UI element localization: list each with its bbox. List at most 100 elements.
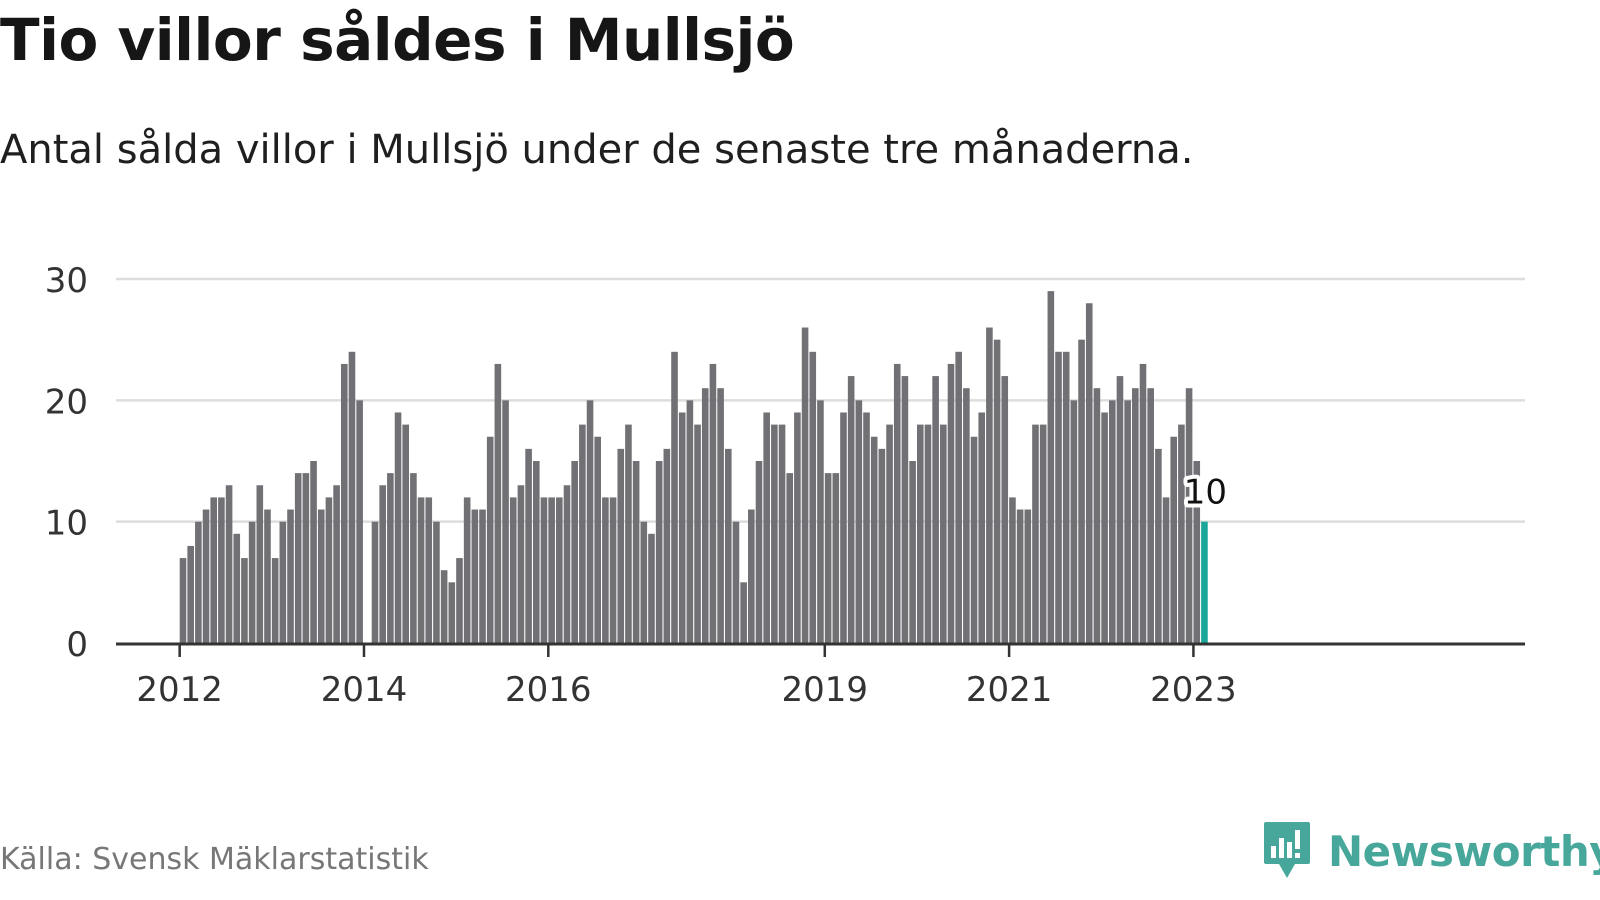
bar	[294, 473, 302, 643]
bar	[256, 485, 264, 643]
bar	[279, 521, 287, 643]
bar	[840, 412, 847, 643]
bar	[425, 497, 433, 643]
bar	[248, 521, 256, 643]
bar	[494, 363, 502, 643]
bar	[878, 448, 886, 643]
bar	[771, 424, 778, 643]
y-tick-label: 30	[45, 261, 88, 301]
bar	[940, 424, 947, 643]
bar	[387, 473, 394, 643]
brand-name: Newsworthy	[1328, 826, 1600, 876]
bar	[1016, 509, 1024, 643]
bar	[1055, 351, 1062, 643]
bar	[340, 363, 348, 643]
bar	[709, 363, 717, 643]
bar	[233, 533, 241, 643]
bar	[724, 448, 732, 643]
bar	[863, 412, 870, 643]
bar	[855, 400, 863, 643]
bar	[456, 558, 463, 643]
bar	[371, 521, 379, 643]
bar	[701, 388, 709, 643]
bar	[1047, 291, 1055, 643]
bar	[394, 412, 402, 643]
bar	[417, 497, 425, 643]
bar	[402, 424, 410, 643]
brand-logo[interactable]: Newsworthy	[1262, 820, 1600, 882]
bar	[1178, 424, 1185, 643]
bar	[310, 461, 317, 643]
chart-title: Tio villor såldes i Mullsjö	[0, 6, 795, 74]
bar	[502, 400, 509, 643]
bar	[824, 473, 832, 643]
bar	[187, 545, 194, 643]
bar	[1001, 376, 1009, 643]
bar	[540, 497, 548, 643]
bar	[218, 497, 225, 643]
bar	[1124, 400, 1131, 643]
bar	[463, 497, 471, 643]
bar	[763, 412, 770, 643]
bar	[947, 363, 955, 643]
bar	[832, 473, 840, 643]
bar	[1108, 400, 1116, 643]
bar	[571, 461, 578, 643]
bar	[1085, 303, 1093, 643]
bar	[609, 497, 617, 643]
bar	[471, 509, 479, 643]
bar	[748, 509, 755, 643]
bar	[640, 521, 648, 643]
bar	[548, 497, 555, 643]
x-tick-label: 2019	[782, 670, 869, 710]
bar	[786, 473, 794, 643]
bar	[809, 351, 817, 643]
bar	[379, 485, 386, 643]
bar	[602, 497, 609, 643]
bar	[1024, 509, 1032, 643]
bar	[847, 376, 855, 643]
bar	[801, 327, 809, 643]
bar	[625, 424, 632, 643]
bar	[993, 339, 1001, 643]
y-tick-label: 0	[66, 625, 88, 665]
x-tick-label: 2012	[136, 670, 223, 710]
x-tick-label: 2021	[966, 670, 1053, 710]
bar	[978, 412, 986, 643]
bar-highlight	[1201, 521, 1208, 643]
bar	[210, 497, 218, 643]
bar	[1116, 376, 1124, 643]
bar	[932, 376, 939, 643]
bar	[264, 509, 271, 643]
bar	[740, 582, 747, 643]
bar	[1139, 363, 1147, 643]
bar	[916, 424, 924, 643]
bar	[1032, 424, 1039, 643]
bar	[1170, 436, 1178, 643]
bar	[794, 412, 801, 643]
chart-subtitle: Antal sålda villor i Mullsjö under de se…	[0, 127, 1194, 173]
bar	[817, 400, 824, 643]
source-note: Källa: Svensk Mäklarstatistik	[0, 842, 429, 877]
bar	[1185, 388, 1193, 643]
bar	[356, 400, 363, 643]
bar	[448, 582, 456, 643]
bar	[1039, 424, 1047, 643]
bar	[517, 485, 525, 643]
y-tick-label: 10	[45, 504, 88, 544]
bar	[886, 424, 893, 643]
bar	[955, 351, 962, 643]
bar	[348, 351, 356, 643]
bar	[179, 558, 187, 643]
bar	[317, 509, 325, 643]
bar	[909, 461, 916, 643]
bar	[1155, 448, 1162, 643]
bar	[970, 436, 978, 643]
bar	[755, 461, 763, 643]
bar	[479, 509, 486, 643]
bar	[1009, 497, 1016, 643]
bar	[440, 570, 448, 643]
bar	[1101, 412, 1108, 643]
labels: 0 10 20 30 2012 2014 2016 2019 2021 2023 10	[45, 261, 1237, 710]
